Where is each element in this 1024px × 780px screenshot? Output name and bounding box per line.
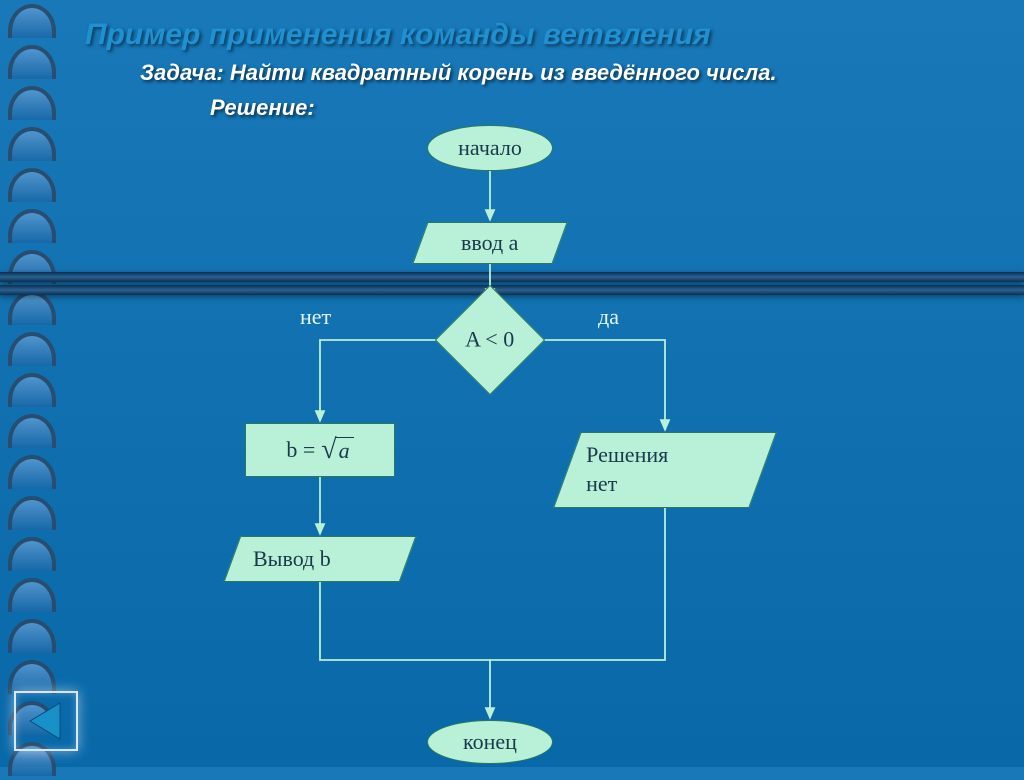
sqrt-arg: a (335, 437, 354, 464)
node-decision-label: A < 0 (465, 327, 514, 353)
node-no-solution: Решения нет (553, 432, 777, 508)
hrule-top (0, 272, 1024, 282)
node-end: конец (427, 720, 553, 764)
solution-label: Решение: (210, 95, 315, 121)
label-yes: да (598, 304, 619, 330)
node-input-label: ввод а (461, 230, 518, 256)
triangle-left-icon (24, 699, 68, 743)
node-process: b = √ a (245, 423, 395, 477)
node-end-label: конец (463, 729, 517, 755)
node-input: ввод а (412, 222, 567, 264)
flowchart-edges (0, 0, 1024, 767)
no-solution-line1: Решения (586, 442, 668, 467)
label-no: нет (300, 304, 331, 330)
back-button[interactable] (14, 691, 78, 751)
slide-subtitle: Задача: Найти квадратный корень из введё… (140, 60, 777, 86)
node-output-b: Вывод b (224, 536, 417, 582)
slide-title: Пример применения команды ветвления (85, 18, 711, 52)
node-process-prefix: b = (286, 437, 315, 463)
node-output-b-label: Вывод b (253, 546, 331, 572)
node-start: начало (427, 125, 553, 171)
spiral-binding (0, 0, 55, 767)
node-start-label: начало (458, 135, 522, 161)
hrule-bottom (0, 285, 1024, 295)
no-solution-line2: нет (586, 471, 617, 496)
node-decision: A < 0 (435, 285, 545, 395)
sqrt-expression: √ a (321, 436, 353, 464)
